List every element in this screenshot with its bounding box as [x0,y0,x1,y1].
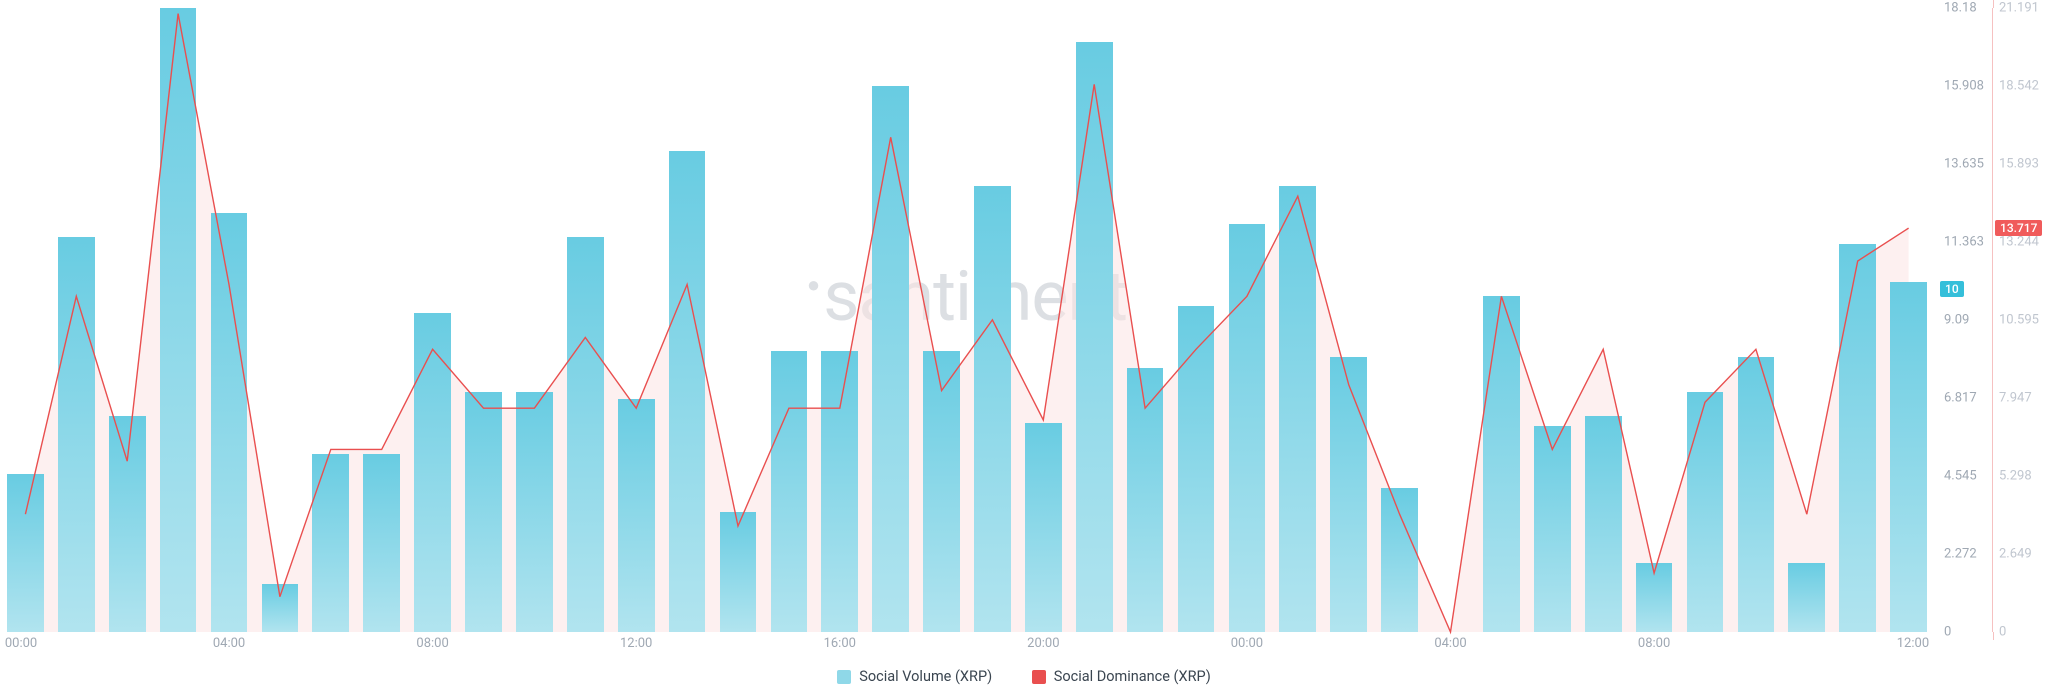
bar [618,399,655,632]
legend-swatch-dominance [1032,670,1046,684]
plot-area: ●santiment [0,8,1934,632]
legend-item-dominance: Social Dominance (XRP) [1032,668,1211,685]
y-tick-left: 11.363 [1944,234,1984,249]
bar [1330,357,1367,632]
bar [7,474,44,632]
y-tick-left: 0 [1944,625,1951,640]
y-tick-left: 13.635 [1944,157,1984,172]
line-stroke-layer [0,8,300,158]
bar [669,151,706,632]
bar [1687,392,1724,632]
bar [1585,416,1622,632]
bar [1279,186,1316,632]
bar [465,392,502,632]
x-tick: 08:00 [1638,636,1670,651]
x-tick: 08:00 [416,636,448,651]
y-tick-right: 0 [1999,625,2006,640]
bar [872,86,909,632]
bar [1738,357,1775,632]
bar [720,512,757,632]
y-tick-left: 18.18 [1944,1,1977,16]
y-tick-left: 15.908 [1944,78,1984,93]
bar [1534,426,1571,632]
x-tick: 04:00 [213,636,245,651]
x-tick: 16:00 [824,636,856,651]
bar [1788,563,1825,632]
legend-swatch-volume [837,670,851,684]
legend: Social Volume (XRP) Social Dominance (XR… [0,668,2048,688]
bar [1839,244,1876,632]
bar [1076,42,1113,632]
y-tick-right: 7.947 [1999,391,2032,406]
y-tick-right: 2.649 [1999,547,2032,562]
current-value-badge-dominance: 13.717 [1995,220,2042,236]
bar [1890,282,1927,632]
x-tick: 12:00 [1897,636,1929,651]
y-axis-left: 02.2724.5456.8179.0911.36313.63515.90818… [1938,8,1988,632]
y-axis-right: 02.6495.2987.94710.59513.24415.89318.542… [1992,8,2042,632]
x-tick: 00:00 [5,636,37,651]
bar [516,392,553,632]
y-tick-right: 5.298 [1999,469,2032,484]
y-tick-left: 2.272 [1944,547,1977,562]
legend-item-volume: Social Volume (XRP) [837,668,992,685]
x-tick: 20:00 [1027,636,1059,651]
bar [363,454,400,632]
x-tick: 00:00 [1231,636,1263,651]
bar [1381,488,1418,632]
bar [771,351,808,632]
y-tick-right: 10.595 [1999,313,2039,328]
bar [923,351,960,632]
y-tick-left: 6.817 [1944,391,1977,406]
bar [109,416,146,632]
bar [567,237,604,632]
x-tick: 12:00 [620,636,652,651]
bar [821,351,858,632]
bar [211,213,248,632]
chart-container: ●santiment 0 2.272 4.545 6.817 9.09 11.363 13.… [0,0,2048,693]
y-tick-left: 4.545 [1944,469,1977,484]
y-tick-right: 13.244 [1999,235,2039,250]
y-tick-right: 18.542 [1999,79,2039,94]
bar [1483,296,1520,632]
bar [1025,423,1062,632]
legend-label-volume: Social Volume (XRP) [859,668,992,685]
bar [414,313,451,632]
y-tick-right: 15.893 [1999,157,2039,172]
bar [312,454,349,632]
bar [1229,224,1266,632]
current-value-badge-volume: 10 [1940,281,1964,297]
bar [974,186,1011,632]
y-tick-right: 21.191 [1999,1,2039,16]
legend-label-dominance: Social Dominance (XRP) [1054,668,1211,685]
y-tick-left: 9.09 [1944,313,1969,328]
x-axis: 00:00 04:00 08:00 12:00 16:00 20:00 00:00 04:00… [0,636,1934,656]
bar [262,584,299,632]
x-tick: 04:00 [1434,636,1466,651]
bar [1178,306,1215,632]
